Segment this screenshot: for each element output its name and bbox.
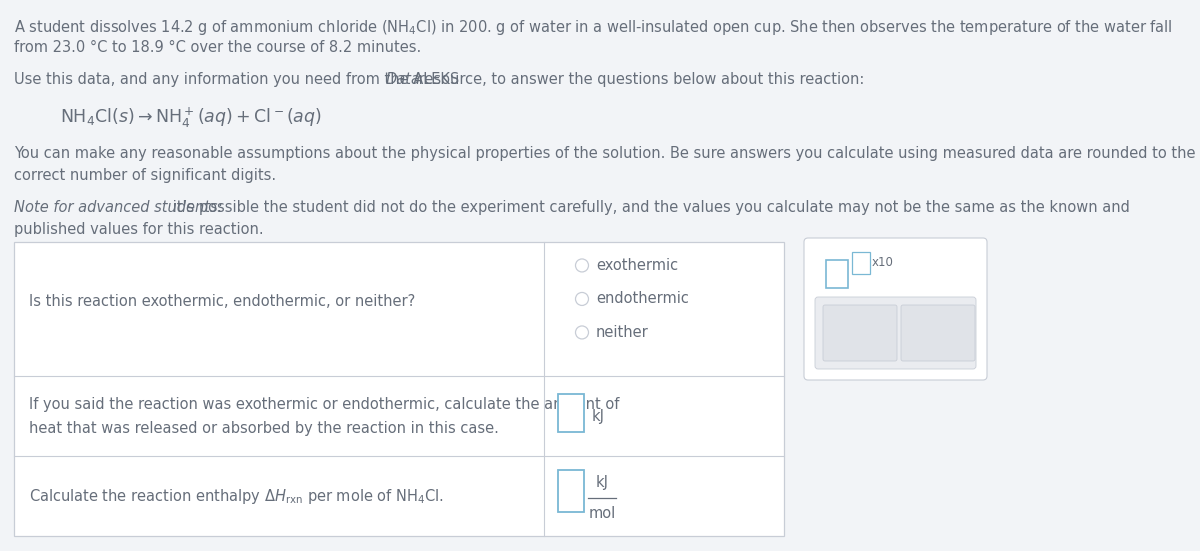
FancyBboxPatch shape (823, 305, 898, 361)
Text: endothermic: endothermic (596, 291, 689, 306)
Text: correct number of significant digits.: correct number of significant digits. (14, 168, 276, 183)
Text: $\mathrm{NH_4Cl}(s) \rightarrow \mathrm{NH_4^+}(aq) + \mathrm{Cl^-}(aq)$: $\mathrm{NH_4Cl}(s) \rightarrow \mathrm{… (60, 106, 322, 130)
Text: from 23.0 °C to 18.9 °C over the course of 8.2 minutes.: from 23.0 °C to 18.9 °C over the course … (14, 40, 421, 55)
Bar (826, 260, 848, 288)
Text: mol: mol (588, 506, 616, 521)
Text: ×: × (852, 324, 868, 342)
Bar (558, 394, 584, 432)
Text: published values for this reaction.: published values for this reaction. (14, 222, 264, 237)
Text: it's possible the student did not do the experiment carefully, and the values yo: it's possible the student did not do the… (168, 200, 1130, 215)
Text: Use this data, and any information you need from the ALEKS: Use this data, and any information you n… (14, 72, 464, 87)
Text: kJ: kJ (592, 408, 605, 424)
Text: A student dissolves 14.2 g of ammonium chloride $\left(\mathrm{NH_4Cl}\right)$ i: A student dissolves 14.2 g of ammonium c… (14, 18, 1172, 37)
Bar (14, 242, 784, 536)
Text: ↺: ↺ (930, 324, 946, 342)
Text: resource, to answer the questions below about this reaction:: resource, to answer the questions below … (414, 72, 864, 87)
Text: Data: Data (386, 72, 421, 87)
Text: Calculate the reaction enthalpy $\Delta H_{\mathrm{rxn}}$ per mole of $\mathrm{N: Calculate the reaction enthalpy $\Delta … (29, 487, 444, 505)
Text: x10: x10 (872, 256, 894, 269)
Text: Note for advanced students:: Note for advanced students: (14, 200, 222, 215)
Text: You can make any reasonable assumptions about the physical properties of the sol: You can make any reasonable assumptions … (14, 146, 1195, 161)
Text: Is this reaction exothermic, endothermic, or neither?: Is this reaction exothermic, endothermic… (29, 294, 415, 310)
Text: neither: neither (596, 325, 649, 340)
Text: kJ: kJ (595, 474, 608, 489)
FancyBboxPatch shape (901, 305, 974, 361)
FancyBboxPatch shape (804, 238, 986, 380)
Bar (558, 470, 584, 512)
Bar (852, 252, 870, 274)
Text: exothermic: exothermic (596, 258, 678, 273)
FancyBboxPatch shape (815, 297, 976, 369)
Text: heat that was released or absorbed by the reaction in this case.: heat that was released or absorbed by th… (29, 420, 499, 435)
Text: If you said the reaction was exothermic or endothermic, calculate the amount of: If you said the reaction was exothermic … (29, 397, 619, 412)
